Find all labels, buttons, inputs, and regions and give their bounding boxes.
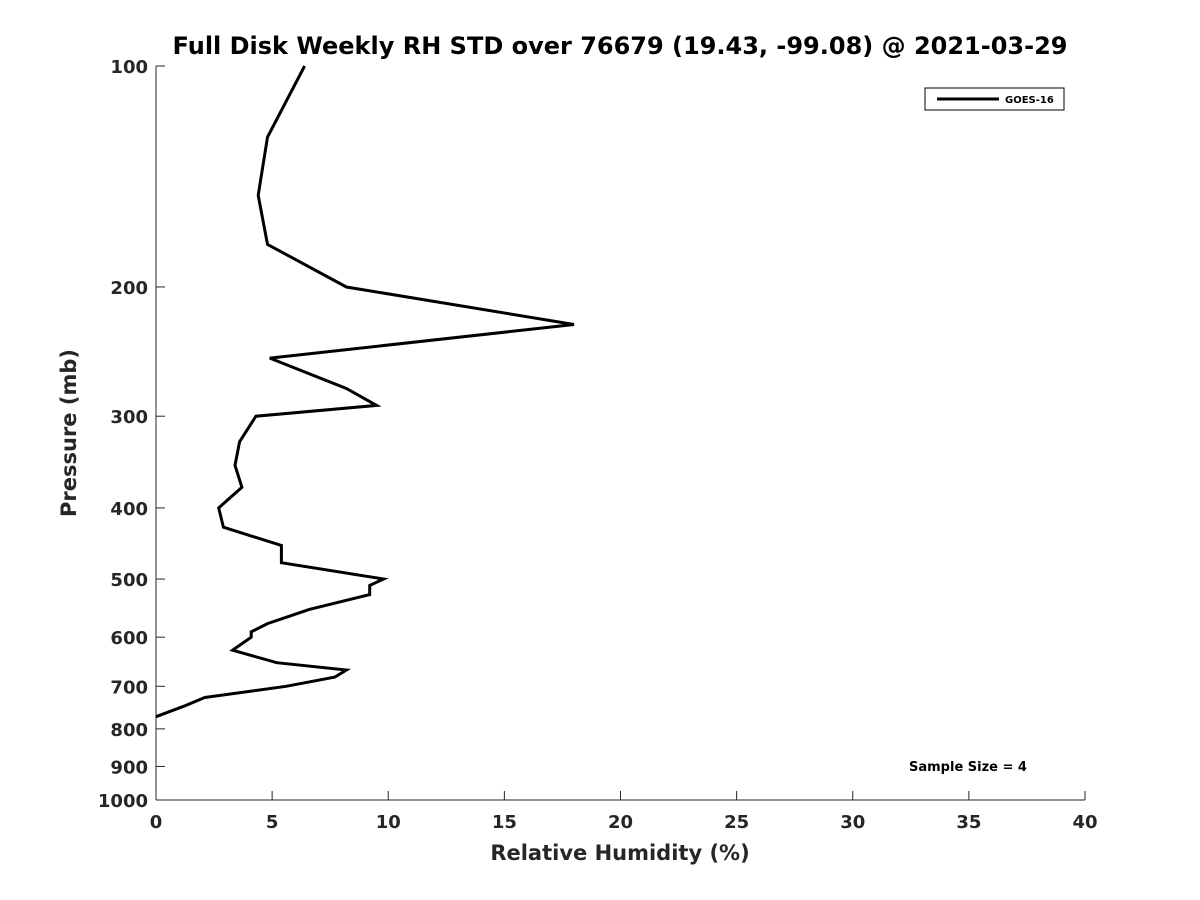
x-tick-label: 5 (266, 812, 279, 833)
x-tick-label: 30 (840, 812, 865, 833)
axes (155, 66, 1085, 801)
series-layer (155, 65, 575, 719)
x-tick-label: 25 (724, 812, 749, 833)
y-tick-label: 300 (110, 407, 148, 428)
x-tick-label: 10 (376, 812, 401, 833)
x-tick-label: 0 (150, 812, 163, 833)
series-line-goes-16 (155, 65, 575, 719)
y-axis-label: Pressure (mb) (57, 349, 81, 517)
y-tick-label: 100 (110, 57, 148, 78)
x-tick-label: 15 (492, 812, 517, 833)
x-ticks: 0 5 10 15 20 25 30 35 40 (150, 791, 1098, 833)
sample-size-annotation: Sample Size = 4 (909, 760, 1027, 775)
legend: GOES-16 (924, 87, 1065, 111)
y-tick-label: 200 (110, 278, 148, 299)
x-tick-label: 40 (1072, 812, 1097, 833)
y-tick-label: 500 (110, 570, 148, 591)
y-ticks: 100 200 300 400 500 600 700 800 900 1000 (98, 57, 165, 812)
legend-label-goes-16: GOES-16 (1005, 95, 1054, 106)
y-tick-label: 800 (110, 720, 148, 741)
x-tick-label: 35 (956, 812, 981, 833)
y-tick-label: 400 (110, 499, 148, 520)
chart-title: Full Disk Weekly RH STD over 76679 (19.4… (173, 32, 1068, 60)
y-tick-label: 900 (110, 757, 148, 778)
x-tick-label: 20 (608, 812, 633, 833)
x-axis-label: Relative Humidity (%) (490, 841, 749, 865)
y-tick-label: 600 (110, 628, 148, 649)
y-tick-label: 700 (110, 677, 148, 698)
y-tick-label: 1000 (98, 791, 148, 812)
